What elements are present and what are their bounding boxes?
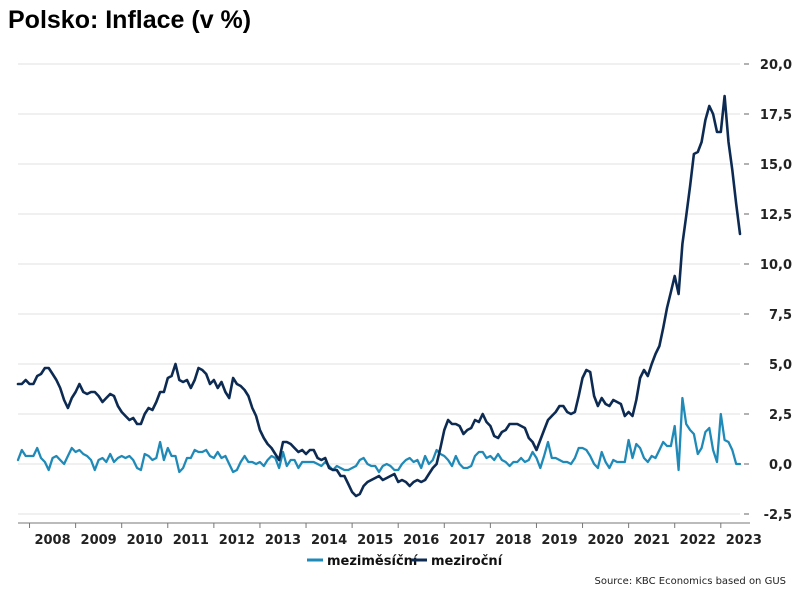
series-lines	[16, 94, 742, 498]
legend-label-yoy: meziroční	[431, 554, 504, 569]
legend-label-mom: meziměsíční	[327, 554, 419, 569]
y-axis: -2,5 0,0 2,5 5,0 7,5 10,0 12,5 15,0 17,5 20,0	[744, 58, 792, 523]
x-tick-label: 2022	[680, 533, 716, 548]
source-note: Source: KBC Economics based on GUS	[594, 576, 786, 587]
y-tick-label: 15,0	[760, 158, 792, 173]
y-tick-label: 2,5	[769, 408, 792, 423]
x-tick-label: 2015	[357, 533, 393, 548]
x-tick-label: 2021	[634, 533, 670, 548]
y-tick-label: -2,5	[764, 508, 792, 523]
x-tick-label: 2014	[311, 533, 347, 548]
x-tick-label: 2012	[219, 533, 255, 548]
legend: meziměsíční meziroční	[307, 554, 504, 569]
x-tick-label: 2019	[541, 533, 577, 548]
y-tick-label: 20,0	[760, 58, 792, 73]
x-tick-label: 2023	[726, 533, 762, 548]
x-tick-labels: 2008 2009 2010 2011 2012 2013 2014 2015 2016 2017…	[34, 533, 761, 548]
series-line-mom	[16, 396, 742, 474]
y-tick-label: 7,5	[769, 308, 792, 323]
x-tick-label: 2011	[173, 533, 209, 548]
x-tick-label: 2016	[403, 533, 439, 548]
y-tick-label: 12,5	[760, 208, 792, 223]
x-tick-label: 2008	[34, 533, 70, 548]
grid-lines	[18, 63, 740, 515]
x-tick-label: 2010	[127, 533, 163, 548]
x-axis	[18, 522, 750, 528]
y-tick-label: 17,5	[760, 108, 792, 123]
y-tick-label: 10,0	[760, 258, 792, 273]
series-line-yoy	[16, 94, 742, 498]
y-tick-label: 5,0	[769, 358, 792, 373]
x-tick-label: 2017	[449, 533, 485, 548]
x-tick-label: 2018	[495, 533, 531, 548]
x-tick-label: 2020	[587, 533, 623, 548]
y-tick-label: 0,0	[769, 458, 792, 473]
page-title: Polsko: Inflace (v %)	[8, 6, 252, 34]
x-tick-label: 2013	[265, 533, 301, 548]
x-tick-label: 2009	[81, 533, 117, 548]
